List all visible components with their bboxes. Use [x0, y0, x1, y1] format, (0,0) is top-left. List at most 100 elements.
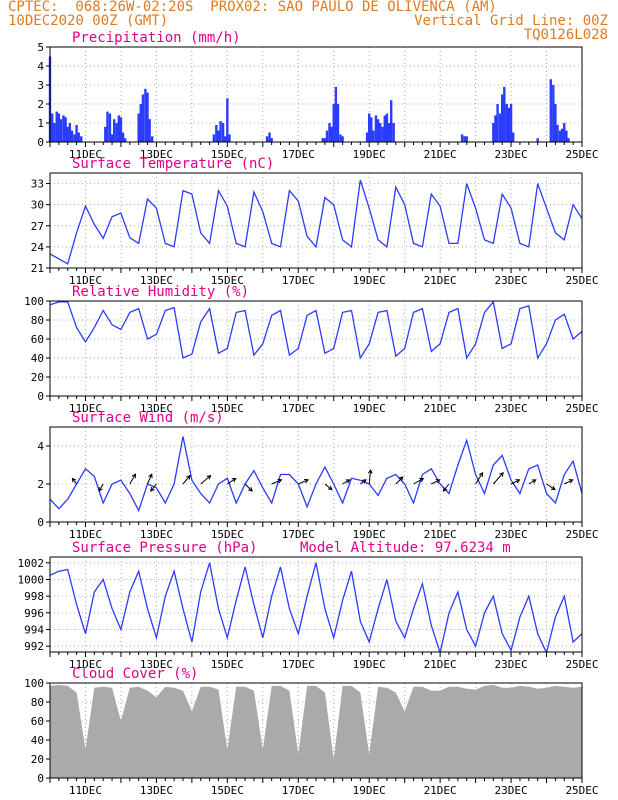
- x-tick-label: 21DEC: [424, 784, 457, 797]
- precip-bar: [106, 111, 109, 142]
- panel-title: Precipitation (mm/h): [72, 30, 241, 46]
- x-tick-label: 25DEC: [565, 148, 598, 161]
- series-line: [50, 301, 582, 360]
- precip-bar: [141, 94, 145, 142]
- x-tick-label: 17DEC: [282, 528, 315, 541]
- precip-bar: [328, 123, 331, 142]
- precip-bar: [150, 136, 154, 142]
- precip-bar: [374, 115, 378, 142]
- wind-arrow-head: [186, 474, 191, 480]
- precip-bar: [224, 136, 227, 142]
- y-tick-label: 20: [31, 371, 44, 384]
- x-tick-label: 19DEC: [353, 274, 386, 287]
- wind-arrow-head: [515, 479, 521, 484]
- precip-bar: [212, 134, 216, 142]
- x-tick-label: 25DEC: [565, 658, 598, 671]
- precip-bar: [215, 124, 218, 142]
- wind-arrow-head: [277, 478, 283, 484]
- wind-arrow-head: [304, 478, 310, 484]
- wind-arrow: [510, 479, 520, 485]
- x-tick-label: 17DEC: [282, 658, 315, 671]
- wind-arrow: [413, 477, 424, 485]
- x-tick-label: 15DEC: [211, 274, 244, 287]
- x-tick-label: 17DEC: [282, 784, 315, 797]
- wind-arrow-head: [435, 479, 441, 484]
- x-tick-label: 11DEC: [69, 274, 102, 287]
- precip-bar: [270, 138, 273, 142]
- cloud-cover-area: [50, 684, 582, 778]
- precip-bar: [387, 123, 391, 142]
- x-tick-label: 13DEC: [140, 784, 173, 797]
- precip-bar: [494, 115, 497, 142]
- precip-bar: [339, 134, 342, 142]
- precip-bar: [70, 130, 74, 142]
- wind-arrow: [147, 474, 153, 485]
- precip-bar: [552, 85, 555, 142]
- precip-bar: [336, 104, 340, 142]
- y-tick-label: 24: [31, 241, 45, 254]
- precip-bar: [460, 134, 464, 142]
- wind-arrow: [324, 483, 333, 490]
- precip-bar: [463, 136, 466, 142]
- x-tick-label: 11DEC: [69, 402, 102, 415]
- wind-arrow-head: [231, 477, 237, 483]
- wind-arrow: [492, 472, 504, 485]
- precip-bar: [370, 117, 373, 142]
- y-tick-label: 40: [31, 734, 44, 747]
- wind-arrow: [182, 475, 191, 485]
- y-tick-label: 4: [37, 440, 44, 453]
- wind-arrow: [443, 483, 450, 492]
- precip-bar: [341, 136, 344, 142]
- x-tick-label: 13DEC: [140, 274, 173, 287]
- y-tick-label: 100: [24, 295, 44, 308]
- x-tick-label: 11DEC: [69, 148, 102, 161]
- precip-bar: [121, 132, 125, 142]
- wind-arrow-head: [327, 485, 333, 491]
- y-tick-label: 0: [37, 390, 44, 403]
- precip-bar: [556, 124, 559, 142]
- precip-bar: [505, 104, 509, 142]
- x-tick-label: 17DEC: [282, 148, 315, 161]
- y-tick-label: 1000: [18, 574, 45, 587]
- precip-bar: [511, 132, 515, 142]
- panel-title: Surface Pressure (hPa): [72, 540, 257, 556]
- wind-arrow-head: [98, 486, 103, 492]
- precip-bar: [389, 100, 393, 142]
- x-tick-label: 21DEC: [424, 528, 457, 541]
- y-tick-label: 80: [31, 696, 44, 709]
- precip-bar: [217, 130, 220, 142]
- wind-arrow-head: [419, 477, 425, 483]
- y-tick-label: 60: [31, 333, 44, 346]
- precip-bar: [332, 104, 335, 142]
- wind-arrow-head: [398, 476, 404, 481]
- header-model-id: TQ0126L028: [523, 27, 608, 43]
- y-tick-label: 4: [37, 60, 44, 73]
- precip-bar: [112, 119, 116, 142]
- precip-bar: [144, 88, 147, 142]
- x-tick-label: 17DEC: [282, 274, 315, 287]
- precip-bar: [75, 124, 78, 142]
- wind-arrow: [475, 472, 484, 485]
- y-tick-label: 1: [37, 117, 44, 130]
- y-tick-label: 2: [37, 98, 44, 111]
- wind-arrow: [227, 477, 237, 485]
- precip-bar: [50, 113, 54, 142]
- x-tick-label: 19DEC: [353, 658, 386, 671]
- precip-bar: [368, 113, 371, 142]
- y-tick-label: 0: [37, 516, 44, 529]
- wind-arrow: [360, 479, 367, 485]
- precip-bar: [115, 123, 118, 142]
- y-tick-label: 998: [24, 590, 44, 603]
- y-tick-label: 0: [37, 136, 44, 149]
- precip-bar: [59, 119, 63, 142]
- precip-bar: [498, 113, 502, 142]
- precip-bar: [383, 115, 387, 142]
- panel-5: 992 994 996 998 1000 1002 11DEC 13DEC 15DEC 17DEC…: [18, 540, 599, 671]
- precip-bar: [554, 104, 557, 142]
- x-tick-label: 13DEC: [140, 528, 173, 541]
- x-tick-label: 25DEC: [565, 784, 598, 797]
- x-tick-label: 17DEC: [282, 402, 315, 415]
- wind-arrow-head: [131, 473, 136, 479]
- wind-arrow: [200, 475, 211, 485]
- x-tick-label: 23DEC: [495, 658, 528, 671]
